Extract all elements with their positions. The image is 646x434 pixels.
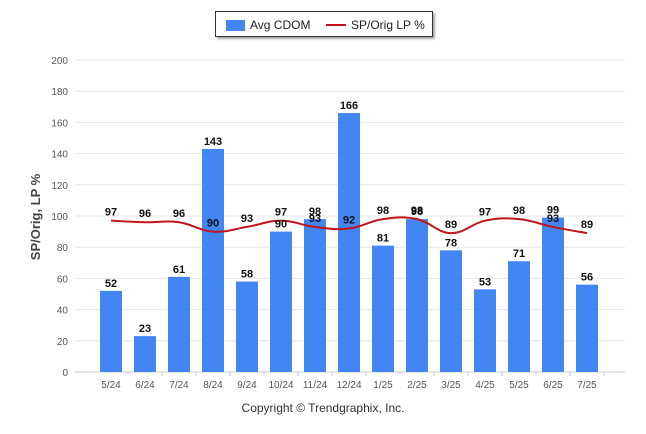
legend: Avg CDOM SP/Orig LP % [215, 11, 433, 37]
bar-value-label: 78 [445, 237, 457, 249]
bar [542, 217, 564, 372]
bar-value-label: 71 [513, 248, 525, 260]
bar-value-label: 53 [479, 276, 491, 288]
bar [406, 219, 428, 372]
y-axis-label: SP/Orig, LP % [28, 173, 43, 260]
bar-value-label: 58 [241, 269, 253, 281]
line-series [110, 216, 588, 235]
bar-value-label: 23 [139, 323, 151, 335]
bar [270, 231, 292, 372]
bar-value-label: 61 [173, 264, 185, 276]
legend-item-avg-cdom[interactable]: Avg CDOM [226, 18, 310, 32]
line-value-label: 98 [411, 205, 423, 217]
bar-value-label: 90 [275, 219, 287, 231]
bar-value-label: 99 [547, 205, 559, 217]
bar-value-label: 98 [309, 206, 321, 218]
bar [372, 245, 394, 372]
x-tick-label: 4/25 [475, 380, 495, 391]
x-tick-label: 2/25 [407, 380, 427, 391]
y-tick-label: 80 [57, 243, 69, 254]
y-tick-label: 100 [51, 212, 68, 223]
x-tick-label: 5/24 [101, 380, 121, 391]
bar-value-label: 81 [377, 233, 389, 245]
bar [576, 284, 598, 372]
y-tick-label: 0 [62, 368, 68, 379]
y-tick-label: 40 [57, 306, 69, 317]
line-value-label: 93 [547, 213, 559, 225]
legend-item-sp-orig-lp[interactable]: SP/Orig LP % [326, 18, 425, 32]
line-value-label: 96 [139, 208, 151, 220]
x-tick-label: 6/25 [543, 380, 563, 391]
bar-value-label: 98 [411, 206, 423, 218]
y-tick-label: 180 [51, 87, 68, 98]
bar [508, 261, 530, 372]
bar-value-label: 56 [581, 272, 593, 284]
line-value-label: 92 [343, 214, 355, 226]
y-tick-label: 200 [51, 56, 68, 67]
line-value-label: 96 [173, 208, 185, 220]
line-value-label: 97 [275, 207, 287, 219]
line-value-label: 98 [377, 205, 389, 217]
line-value-label: 97 [105, 207, 117, 219]
y-tick-label: 160 [51, 118, 68, 129]
x-axis-ticks: 5/24 6/24 7/24 8/24 9/24 10/24 11/24 12/24 1/25 2… [101, 372, 605, 391]
legend-label-avg-cdom: Avg CDOM [250, 18, 311, 32]
bar [100, 290, 122, 372]
y-tick-label: 60 [57, 274, 69, 285]
bar [236, 281, 258, 372]
data-labels: 52 23 61 143 58 90 98 166 81 98 78 53 71 99 56 97 96 96 90… [105, 100, 593, 335]
line-value-label: 93 [241, 213, 253, 225]
y-tick-label: 140 [51, 150, 68, 161]
x-tick-label: 1/25 [373, 380, 393, 391]
line-value-label: 93 [309, 213, 321, 225]
bar-value-label: 143 [204, 136, 222, 148]
x-tick-label: 10/24 [268, 380, 293, 391]
bar [474, 289, 496, 372]
bar-value-label: 52 [105, 278, 117, 290]
legend-bar-swatch [226, 19, 245, 31]
legend-label-sp-orig-lp: SP/Orig LP % [351, 18, 425, 32]
x-tick-label: 3/25 [441, 380, 461, 391]
x-tick-label: 8/24 [203, 380, 223, 391]
legend-line-swatch [326, 24, 346, 26]
bar [338, 113, 360, 372]
line-value-label: 97 [479, 207, 491, 219]
bar [168, 276, 190, 372]
x-tick-label: 7/24 [169, 380, 189, 391]
bar [440, 250, 462, 372]
line-value-label: 98 [513, 205, 525, 217]
line-value-label: 89 [581, 219, 593, 231]
x-tick-label: 6/24 [135, 380, 155, 391]
x-tick-label: 12/24 [336, 380, 361, 391]
y-axis-ticks: 0 20 40 60 80 100 120 140 160 180 200 [51, 56, 68, 379]
bar [134, 336, 156, 372]
copyright-text: Copyright © Trendgraphix, Inc. [241, 401, 405, 415]
x-tick-label: 11/24 [303, 380, 328, 391]
line-value-label: 89 [445, 219, 457, 231]
x-tick-label: 7/25 [577, 380, 597, 391]
line-path [110, 216, 588, 235]
y-tick-label: 120 [51, 181, 68, 192]
bar-series [100, 113, 598, 372]
x-tick-label: 9/24 [237, 380, 257, 391]
bar [202, 148, 224, 372]
y-tick-label: 20 [57, 337, 69, 348]
x-tick-label: 5/25 [509, 380, 529, 391]
line-value-label: 90 [207, 218, 219, 230]
bar-value-label: 166 [340, 100, 358, 112]
bar [304, 219, 326, 372]
